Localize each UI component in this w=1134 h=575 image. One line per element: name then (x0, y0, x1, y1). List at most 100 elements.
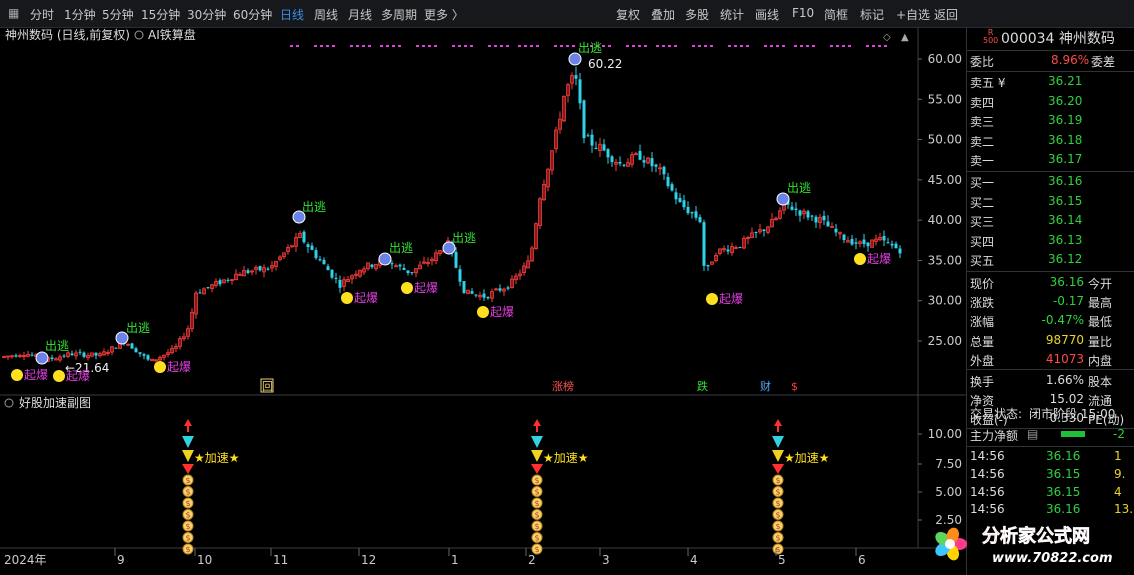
signal-dot (488, 45, 491, 47)
candle-body (758, 229, 762, 233)
candle-body (610, 156, 614, 163)
candle-body (238, 273, 242, 276)
candle-body (874, 238, 878, 242)
candle-body (578, 79, 582, 104)
period-tab-7[interactable]: 周线 (314, 8, 339, 22)
indicator-name[interactable]: AI铁算盘 (148, 28, 196, 42)
signal-dot (632, 45, 635, 47)
divider (967, 71, 1134, 72)
buy-label: 买五 (970, 254, 995, 268)
candle-body (98, 353, 102, 357)
toolbar-btn-5[interactable]: F10 (792, 6, 815, 20)
y-tick-label: 60.00 (928, 52, 962, 66)
signal-dot (536, 45, 539, 47)
candle-body (766, 226, 770, 233)
escape-face-icon (568, 52, 582, 66)
period-tab-2[interactable]: 5分钟 (102, 8, 134, 22)
candle-body (170, 347, 174, 354)
signal-dot (800, 45, 803, 47)
tick-price: 36.15 (1046, 466, 1081, 481)
toolbar-btn-6[interactable]: 简框 (824, 8, 849, 22)
candle-body (790, 206, 794, 210)
candle-body (194, 292, 198, 315)
period-tab-5[interactable]: 60分钟 (233, 8, 273, 22)
candle-body (678, 197, 682, 203)
weicha-label: 委差 (1091, 55, 1116, 69)
signal-dot (428, 45, 431, 47)
event-marker-1[interactable]: 涨榜 (552, 379, 574, 393)
divider (967, 50, 1134, 51)
event-marker-4[interactable]: $ (791, 380, 798, 393)
escape-signal-label: 出逃 (45, 339, 69, 353)
candle-body (570, 75, 574, 84)
candle-body (818, 217, 822, 223)
burst-face-icon (706, 293, 718, 305)
weibi-label: 委比 (970, 55, 995, 69)
period-tab-0[interactable]: 分时 (30, 8, 55, 22)
dollar-sign: $ (185, 476, 190, 485)
candle-body (266, 268, 270, 270)
toolbar-btn-4[interactable]: 画线 (755, 8, 780, 22)
sell-label: 卖二 (970, 134, 995, 149)
burst-signal-label: 起爆 (490, 305, 514, 319)
candle-body (310, 245, 314, 250)
signal-dot (326, 45, 329, 47)
kline-chart[interactable]: 神州数码 (日线,前复权) AI铁算盘 ◇ ▲60.0055.0050.0045.00… (0, 28, 966, 575)
candle-body (154, 359, 158, 362)
toolbar-btn-1[interactable]: 叠加 (651, 8, 676, 22)
list-icon[interactable]: ▤ (1027, 427, 1039, 441)
candle-body (14, 355, 18, 357)
event-marker-0[interactable]: 回 (262, 380, 273, 393)
burst-face-icon (11, 369, 23, 381)
candle-body (270, 265, 274, 269)
butterfly-icon (182, 450, 194, 462)
period-tab-9[interactable]: 多周期 (381, 8, 418, 22)
candle-body (334, 277, 338, 279)
toolbar-btn-0[interactable]: 复权 (616, 8, 641, 22)
period-tab-8[interactable]: 月线 (348, 8, 373, 22)
candle-body (254, 266, 258, 270)
signal-dot (464, 45, 467, 47)
candle-body (274, 261, 278, 267)
x-axis-label: 11 (273, 553, 288, 567)
grid-icon[interactable]: ▦ (8, 6, 20, 20)
stock-code-name: 000034 神州数码 (1001, 31, 1115, 47)
period-tab-10[interactable]: 更多 〉 (424, 8, 464, 22)
signal-dot (638, 45, 641, 47)
candle-body (234, 273, 238, 281)
candle-body (298, 233, 302, 238)
event-marker-3[interactable]: 财 (760, 379, 771, 393)
watermark-url: www.70822.com (992, 551, 1113, 566)
period-tab-4[interactable]: 30分钟 (187, 8, 227, 22)
signal-dot (320, 45, 323, 47)
sell-price: 36.19 (1048, 113, 1083, 127)
dropdown-icon[interactable] (134, 30, 144, 40)
candle-body (426, 262, 430, 264)
period-tab-3[interactable]: 15分钟 (141, 8, 181, 22)
flower-center (945, 539, 955, 549)
candle-body (86, 354, 90, 359)
toolbar-btn-3[interactable]: 统计 (720, 8, 745, 22)
sub-y-tick-label: 2.50 (935, 513, 962, 527)
toolbar-btn-9[interactable]: 返回 (934, 8, 959, 22)
period-tab-6[interactable]: 日线 (280, 8, 305, 22)
candle-body (682, 200, 686, 208)
toolbar-btn-8[interactable]: +自选 (896, 8, 931, 22)
diamond-icon[interactable]: ◇ (883, 32, 891, 43)
candle-body (574, 75, 578, 79)
up-arrow-icon[interactable]: ▲ (901, 32, 909, 43)
candle-body (742, 237, 746, 249)
divider (967, 171, 1134, 172)
period-tab-1[interactable]: 1分钟 (64, 8, 96, 22)
toolbar-btn-2[interactable]: 多股 (685, 8, 710, 22)
candle-body (666, 176, 670, 187)
candle-body (406, 270, 410, 274)
toolbar-btn-7[interactable]: 标记 (860, 8, 885, 22)
candle-body (542, 184, 546, 201)
tick-row: 14:56 36.15 4 (967, 483, 1134, 502)
y-tick-label: 55.00 (928, 92, 962, 106)
candle-body (50, 357, 54, 359)
event-marker-2[interactable]: 跌 (697, 379, 708, 393)
escape-signal-label: 出逃 (452, 231, 476, 245)
subpanel-toggle-icon[interactable] (4, 398, 14, 408)
